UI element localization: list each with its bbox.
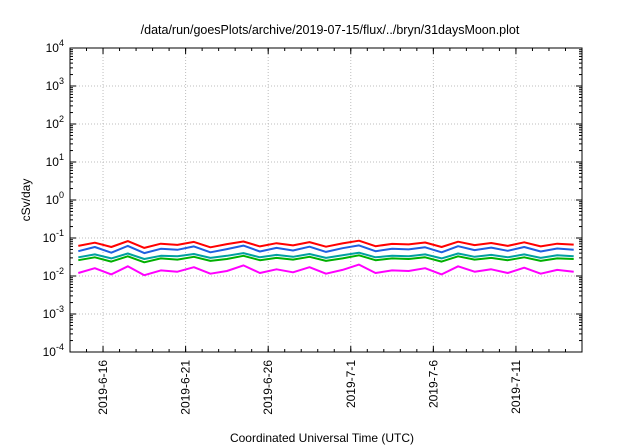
y-tick-label: 10-1 — [43, 228, 64, 245]
x-axis-label: Coordinated Universal Time (UTC) — [230, 431, 414, 445]
y-tick-label: 102 — [46, 114, 64, 131]
x-tick-label: 2019-7-1 — [344, 360, 358, 408]
y-tick-label-base: 10 — [46, 41, 60, 55]
y-tick-label-exponent: 2 — [59, 114, 64, 124]
x-tick-label: 2019-7-6 — [426, 360, 440, 408]
x-tick-label: 2019-7-11 — [509, 360, 523, 414]
y-tick-label-base: 10 — [46, 117, 60, 131]
y-tick-label: 10-3 — [43, 304, 64, 321]
y-tick-label: 103 — [46, 76, 64, 93]
x-tick-label: 2019-6-16 — [96, 360, 110, 415]
y-tick-label-exponent: -1 — [56, 228, 64, 238]
series-line-2 — [78, 244, 574, 255]
ticks — [70, 47, 582, 353]
y-tick-label-base: 10 — [46, 193, 60, 207]
y-tick-label-base: 10 — [43, 307, 57, 321]
y-tick-label: 100 — [46, 190, 64, 207]
y-tick-label-base: 10 — [46, 79, 60, 93]
y-tick-label-exponent: 1 — [59, 152, 64, 162]
x-tick-label: 2019-6-21 — [179, 360, 193, 415]
chart-title: /data/run/goesPlots/archive/2019-07-15/f… — [141, 23, 520, 37]
series-line-1 — [78, 239, 574, 249]
x-tick-label: 2019-6-26 — [261, 360, 275, 415]
grid — [70, 48, 582, 352]
y-tick-label-base: 10 — [43, 231, 57, 245]
y-tick-label: 10-4 — [43, 342, 64, 359]
series-line-3 — [78, 251, 574, 260]
series-line-4 — [78, 254, 574, 264]
y-tick-label-base: 10 — [43, 269, 57, 283]
y-tick-label: 10-2 — [43, 266, 64, 283]
y-tick-label-exponent: 0 — [59, 190, 64, 200]
y-tick-label-exponent: -3 — [56, 304, 64, 314]
y-tick-label-base: 10 — [46, 155, 60, 169]
y-tick-label: 101 — [46, 152, 64, 169]
x-tick-labels: 2019-6-16 2019-6-21 2019-6-26 2019-7-1 2019-… — [96, 360, 523, 415]
y-tick-label-exponent: -2 — [56, 266, 64, 276]
y-tick-label: 104 — [46, 38, 64, 55]
y-tick-label-exponent: -4 — [56, 342, 64, 352]
series-line-5 — [78, 263, 574, 277]
y-axis-label: cSv/day — [19, 179, 33, 222]
y-tick-label-exponent: 4 — [59, 38, 64, 48]
y-tick-label-exponent: 3 — [59, 76, 64, 86]
series-layer — [78, 239, 574, 277]
y-tick-label-base: 10 — [43, 345, 57, 359]
